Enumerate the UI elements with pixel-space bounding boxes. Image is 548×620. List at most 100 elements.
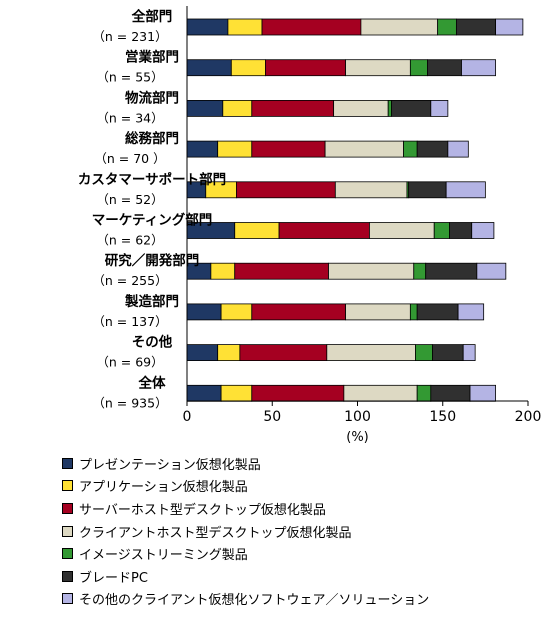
x-tick-label: 150 [429,409,456,425]
bar-segment [220,303,253,321]
legend-item: ブレードPC [62,565,429,588]
category-sample-size: （n = 52） [96,192,163,207]
bar-segment [186,384,222,402]
bar-segment [427,59,462,77]
bar-segment [186,303,222,321]
legend-item: クライアントホスト型デスクトップ仮想化製品 [62,520,429,543]
bar-segment [413,262,427,280]
legend-swatch [62,570,73,582]
bar-segment [343,384,418,402]
bar-segment [324,140,404,158]
category-label: 営業部門 [125,49,179,66]
bar-segment [210,262,236,280]
bar-segment [186,100,224,117]
bar-segment [432,344,464,362]
bar-segment [416,303,459,321]
bar-segment [409,303,418,321]
bar-segment [220,384,253,402]
bar-segment [345,303,411,321]
bar-segment [251,100,335,117]
category-sample-size: （n = 69） [96,355,163,370]
legend: プレゼンテーション仮想化製品アプリケーション仮想化製品サーバーホスト型デスクトッ… [62,452,429,610]
category-sample-size: （n = 55） [96,70,163,85]
bar-segment [186,18,229,36]
x-tick-label: 50 [263,409,281,425]
bar-segment [462,344,476,362]
bar-segment [455,18,497,36]
x-tick-label: 200 [515,409,542,425]
bar-segment [251,140,326,158]
bar-segment [433,222,450,239]
legend-swatch [62,593,73,605]
bar-segment [227,18,263,36]
legend-swatch [62,480,73,492]
x-tick-label: 100 [344,409,371,425]
bar-segment [437,18,457,36]
stacked-bar-chart: 全部門 （n = 231） 営業部門 （n = 55） 物流部門 （n = 34） 総務部門… [78,6,542,445]
bar-segment [230,59,266,77]
bar-segment [234,222,280,239]
bar-segment [186,140,219,158]
legend-item: サーバーホスト型デスクトップ仮想化製品 [62,497,429,520]
legend-item: プレゼンテーション仮想化製品 [62,452,429,475]
bar-segment [328,262,415,280]
category-label: 全体 [138,374,166,391]
x-tick-label: 0 [183,409,192,425]
legend-swatch [62,548,73,560]
legend-label: クライアントホスト型デスクトップ仮想化製品 [79,525,352,541]
bar-segment [416,384,432,402]
bar-segment [345,59,411,77]
bar-segment [278,222,370,239]
category-sample-size: （n = 34） [96,110,163,125]
legend-item: アプリケーション仮想化製品 [62,475,429,498]
bar-segment [326,344,416,362]
bar-segment [217,344,241,362]
bar-segment [236,181,336,199]
category-label: 製造部門 [124,293,179,310]
legend-swatch [62,525,73,537]
bar-segment [234,262,329,280]
category-sample-size: （n = 62） [96,233,163,248]
bar-segment [403,140,418,158]
category-label: その他 [132,334,173,351]
bar-segment [265,59,346,77]
bar-segment [261,18,362,36]
bar-segment [360,18,439,36]
category-sample-size: （n = 137） [92,314,167,329]
bar-segment [471,222,495,239]
bar-segment [447,140,469,158]
bar-segment [457,303,485,321]
category-sample-size: （n = 255） [92,273,167,288]
category-label: 総務部門 [125,130,179,147]
legend-label: ブレードPC [79,570,148,586]
legend-swatch [62,502,73,514]
category-label: カスタマーサポート部門 [78,171,226,188]
bar-segment [333,100,389,117]
bar-segment [222,100,253,117]
category-sample-size: （n = 70 ） [94,151,165,166]
bar-segment [445,181,486,199]
bar-segment [495,18,524,36]
legend-label: アプリケーション仮想化製品 [79,480,248,496]
bar-segment [251,384,345,402]
legend-swatch [62,457,73,469]
legend-label: サーバーホスト型デスクトップ仮想化製品 [79,502,326,518]
category-sample-size: （n = 935） [92,395,167,410]
bar-segment [409,59,428,77]
bar-segment [186,59,232,77]
bar-segment [334,181,408,199]
bar-segment [408,181,447,199]
legend-label: イメージストリーミング製品 [79,548,248,564]
category-label: マーケティング部門 [92,212,212,229]
bar-segment [251,303,346,321]
legend-item: イメージストリーミング製品 [62,542,429,565]
category-sample-size: （n = 231） [92,29,167,44]
bar-segment [449,222,473,239]
category-label: 物流部門 [125,89,179,106]
legend-label: その他のクライアント仮想化ソフトウェア／ソリューション [79,593,430,609]
bar-segment [416,140,449,158]
bar-segment [430,384,471,402]
bar-segment [391,100,432,117]
category-label: 全部門 [131,8,173,25]
bar-segment [425,262,478,280]
